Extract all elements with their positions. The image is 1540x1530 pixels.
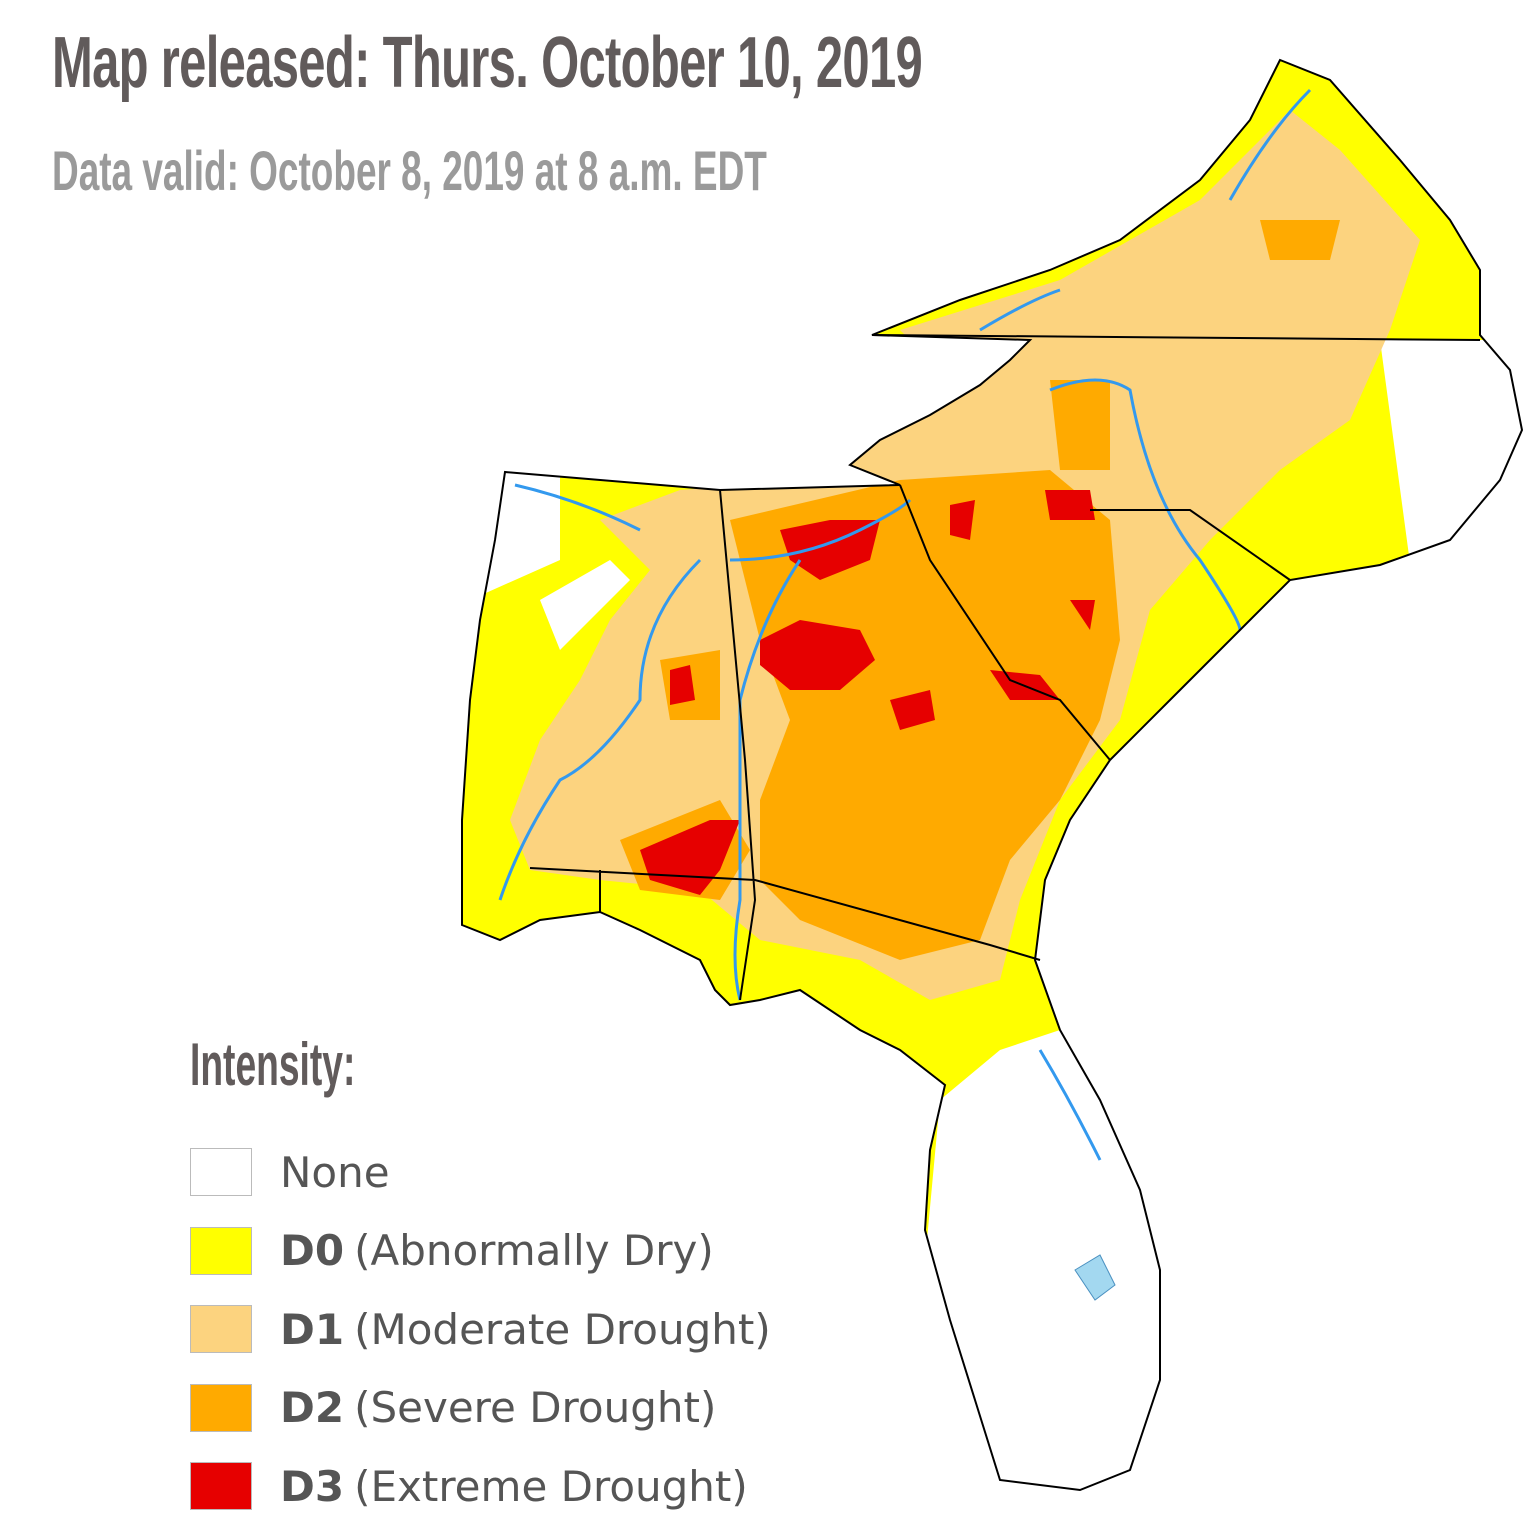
lake bbox=[1074, 1254, 1116, 1301]
legend-description: (Extreme Drought) bbox=[354, 1461, 748, 1511]
legend: None D0 (Abnormally Dry) D1 (Moderate Drough… bbox=[190, 1133, 771, 1526]
legend-description: (Abnormally Dry) bbox=[354, 1226, 714, 1276]
legend-description: (Moderate Drought) bbox=[354, 1304, 771, 1354]
legend-title: Intensity: bbox=[190, 1031, 356, 1098]
map-title: Map released: Thurs. October 10, 2019 bbox=[52, 23, 923, 103]
legend-label: D3 (Extreme Drought) bbox=[280, 1462, 748, 1511]
d2-area bbox=[620, 220, 1340, 960]
map-subtitle: Data valid: October 8, 2019 at 8 a.m. ED… bbox=[52, 139, 767, 202]
state-borders bbox=[461, 59, 1523, 1491]
legend-swatch bbox=[190, 1148, 252, 1197]
legend-item: D3 (Extreme Drought) bbox=[190, 1447, 771, 1526]
legend-code: D1 bbox=[280, 1304, 345, 1354]
legend-label: D0 (Abnormally Dry) bbox=[280, 1226, 714, 1275]
legend-swatch bbox=[190, 1462, 252, 1511]
legend-item: D1 (Moderate Drought) bbox=[190, 1290, 771, 1369]
legend-description: (Severe Drought) bbox=[354, 1383, 717, 1433]
legend-code: D0 bbox=[280, 1226, 345, 1276]
legend-code: D2 bbox=[280, 1383, 345, 1433]
legend-swatch bbox=[190, 1305, 252, 1354]
legend-text: None bbox=[280, 1147, 390, 1197]
d3-area bbox=[640, 490, 1095, 895]
legend-code: D3 bbox=[280, 1461, 345, 1511]
legend-item: D0 (Abnormally Dry) bbox=[190, 1212, 771, 1291]
legend-item: None bbox=[190, 1133, 771, 1212]
rivers bbox=[498, 88, 1312, 1161]
legend-label: D2 (Severe Drought) bbox=[280, 1383, 716, 1432]
legend-swatch bbox=[190, 1383, 252, 1432]
legend-item: D2 (Severe Drought) bbox=[190, 1369, 771, 1448]
legend-label: None bbox=[280, 1148, 390, 1197]
legend-label: D1 (Moderate Drought) bbox=[280, 1305, 771, 1354]
legend-swatch bbox=[190, 1226, 252, 1275]
